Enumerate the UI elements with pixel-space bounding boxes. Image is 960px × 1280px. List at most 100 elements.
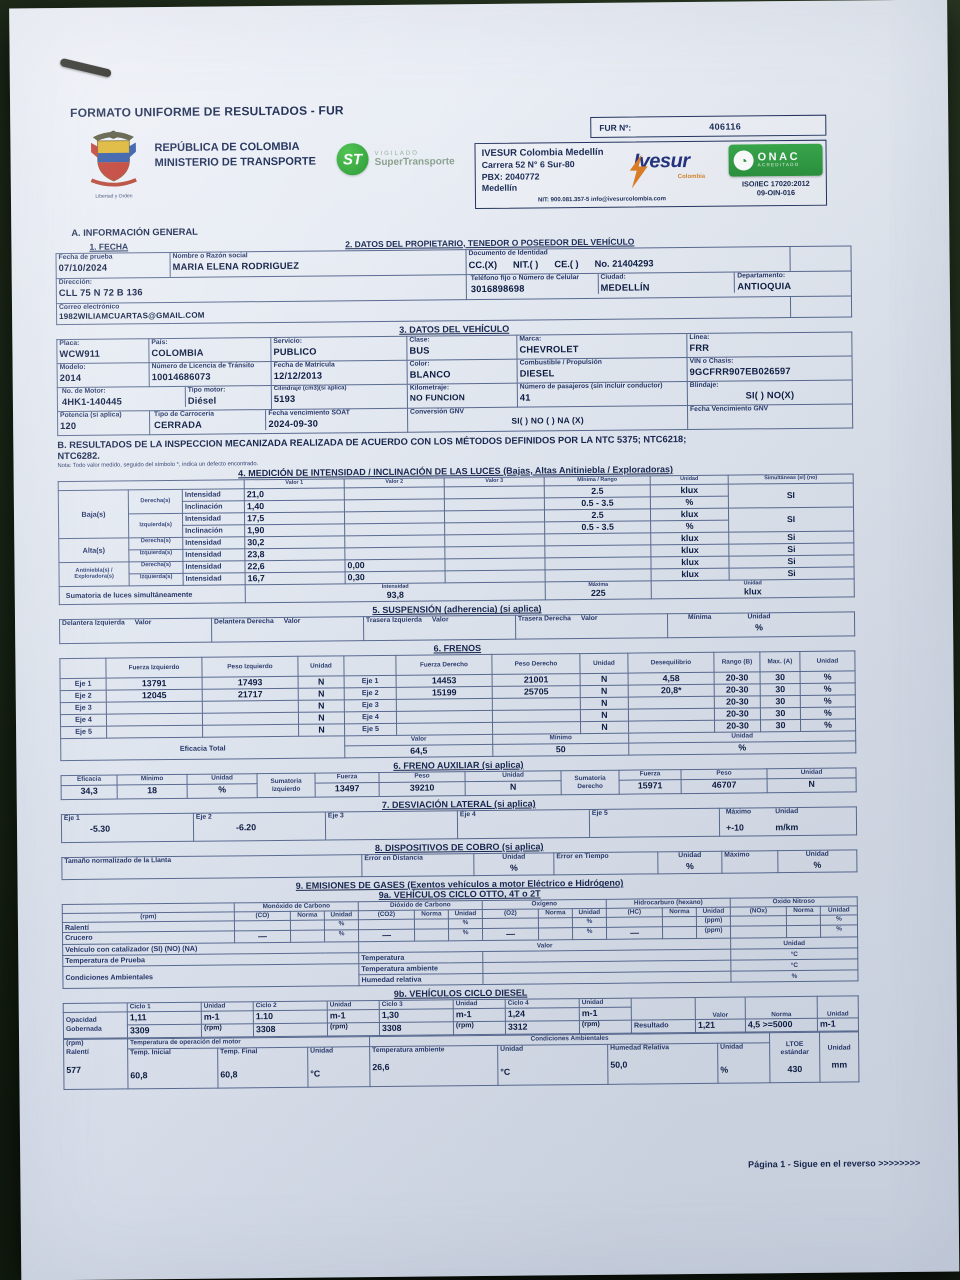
republic-line: REPÚBLICA DE COLOMBIA bbox=[154, 140, 300, 155]
axle-label: Eje 1 bbox=[60, 678, 107, 691]
max-label: Máximo bbox=[725, 808, 752, 817]
empty-cell bbox=[789, 245, 852, 272]
humidity: Humedad Relativa 50,0 bbox=[607, 1043, 718, 1085]
result-value: 1,21 bbox=[695, 1019, 746, 1033]
field-value: NO FUNCION bbox=[409, 392, 465, 403]
owner-table: Fecha de prueba 07/10/2024 Nombre o Razón… bbox=[55, 245, 853, 325]
doc-cc: CC.(X) bbox=[468, 259, 498, 271]
empty-cell bbox=[106, 725, 203, 739]
form-header: Libertad y Orden REPÚBLICA DE COLOMBIA M… bbox=[54, 112, 851, 224]
min-cell: 2.5 bbox=[544, 508, 651, 522]
unit: N bbox=[580, 721, 629, 734]
field-value: CHEVROLET bbox=[519, 344, 579, 355]
unit: N bbox=[580, 673, 629, 686]
min-cell: 2.5 bbox=[544, 484, 651, 498]
unit: % bbox=[800, 671, 856, 684]
diesel-conditions-table: (rpm) Ralentí 577 Temperatura de operación… bbox=[63, 1031, 860, 1091]
field-label: Trasera Derecha bbox=[517, 615, 571, 624]
field-value: BUS bbox=[409, 345, 430, 356]
col-header: Rango (B) bbox=[713, 652, 761, 673]
form-content: FORMATO UNIFORME DE RESULTADOS - FUR Lib… bbox=[54, 92, 860, 1091]
coat-of-arms-caption: Libertad y Orden bbox=[95, 193, 133, 200]
range: 20-30 bbox=[714, 720, 761, 733]
pen-mark bbox=[59, 57, 112, 78]
ltoe-block: LTOE estándar 430 bbox=[769, 1032, 821, 1084]
doc-number: No. 21404293 bbox=[594, 258, 654, 270]
empty-cell bbox=[662, 926, 697, 940]
unit-label: Unidad bbox=[775, 808, 799, 816]
unit: N bbox=[298, 724, 345, 737]
unit: % bbox=[324, 920, 359, 931]
unit-value: % bbox=[755, 622, 764, 633]
empty-cell bbox=[628, 720, 715, 734]
empty-cell bbox=[344, 522, 445, 536]
unit: N bbox=[580, 709, 629, 722]
norma-header: Norma bbox=[662, 907, 697, 918]
axle-label: Eje 4 bbox=[344, 711, 397, 725]
ralenti-value: 577 bbox=[66, 1065, 82, 1076]
onac-badge: ◔ ONAC ACREDITADO bbox=[728, 143, 823, 177]
max: 30 bbox=[760, 683, 801, 697]
measure-label: Intensidad bbox=[182, 560, 246, 574]
doc-ce: CE.( ) bbox=[554, 259, 579, 270]
onac-sub: ACREDITADO bbox=[757, 162, 800, 168]
dash: — bbox=[358, 929, 415, 943]
field-value: °C bbox=[310, 1068, 321, 1079]
ltoe-label: LTOE estándar bbox=[780, 1040, 809, 1057]
col-header: Desequilibrio bbox=[627, 652, 715, 674]
empty-cell bbox=[662, 916, 697, 928]
force-left: 12045 bbox=[106, 689, 203, 703]
empty-cell bbox=[545, 568, 652, 582]
rpm-value: 3308 bbox=[253, 1023, 328, 1038]
norma-header: Norma bbox=[745, 996, 818, 1020]
field-value: PUBLICO bbox=[273, 346, 317, 358]
measure-label: Inclinación bbox=[182, 524, 245, 538]
unit: % bbox=[800, 719, 856, 732]
fur-number-box: FUR Nº: 406116 bbox=[590, 114, 827, 138]
page-footer: Página 1 - Sigue en el reverso >>>>>>>> bbox=[748, 1157, 921, 1170]
result-unit: m-1 bbox=[817, 1018, 859, 1032]
sum-label: Sumatoria de luces simultáneamente bbox=[59, 584, 246, 606]
min-value: 18 bbox=[117, 784, 188, 800]
light-group: Antiniebla(s) / Exploradora(s) bbox=[58, 561, 130, 587]
unidad-header: Unidad bbox=[696, 907, 731, 917]
st-circle-icon: ST bbox=[336, 143, 369, 176]
imbalance: 4,58 bbox=[628, 672, 715, 686]
field-value: 60,8 bbox=[130, 1070, 148, 1081]
result-label: Resultado bbox=[631, 1019, 696, 1034]
field-value: % bbox=[720, 1064, 729, 1075]
field-label: Mínima bbox=[687, 614, 712, 622]
force-right: 14453 bbox=[396, 674, 493, 688]
unit: % bbox=[800, 683, 856, 696]
unit: % bbox=[572, 927, 607, 940]
norma-header: Norma bbox=[538, 909, 573, 919]
field-label: Valor bbox=[283, 618, 301, 626]
unit-value: % bbox=[187, 784, 258, 799]
field-value: CERRADA bbox=[154, 419, 203, 431]
sum-intensity: Intensidad 93,8 bbox=[245, 581, 546, 604]
empty-cell bbox=[444, 485, 545, 499]
max-value: +-10 bbox=[725, 822, 744, 833]
col-header: Peso Derecho bbox=[491, 654, 581, 675]
ivesur-logo: Ivesur Colombia bbox=[629, 142, 726, 207]
humidity-unit: Unidad% bbox=[717, 1043, 771, 1084]
unidad-header: Unidad bbox=[572, 908, 607, 919]
col-header: Max. (A) bbox=[759, 651, 801, 673]
light-group: Alta(s) bbox=[58, 537, 129, 563]
field-label: Humedad Relativa bbox=[610, 1044, 670, 1053]
unidad-header: Unidad bbox=[324, 911, 359, 921]
field-value: 41 bbox=[519, 392, 531, 403]
value2-cell: 0,00 bbox=[344, 558, 446, 572]
field-label: Número de pasajeros (sin incluir conduct… bbox=[519, 381, 663, 391]
lights-table: Valor 1 Valor 2 Valor 3 Mínima / Rango U… bbox=[57, 473, 855, 606]
field-value: 3016898698 bbox=[470, 283, 525, 295]
sum-max: Máxima 225 bbox=[545, 580, 652, 601]
colombia-coat-of-arms-icon: Libertad y Orden bbox=[82, 129, 145, 200]
max: 30 bbox=[760, 695, 801, 709]
weight-left: 17493 bbox=[202, 676, 299, 690]
unit-label: Unidad bbox=[827, 1044, 851, 1052]
weight-value: 39210 bbox=[379, 782, 466, 797]
document-photo: FORMATO UNIFORME DE RESULTADOS - FUR Lib… bbox=[9, 0, 960, 1280]
field-value: COLOMBIA bbox=[151, 347, 204, 359]
efficiency-min: 50 bbox=[492, 743, 629, 757]
